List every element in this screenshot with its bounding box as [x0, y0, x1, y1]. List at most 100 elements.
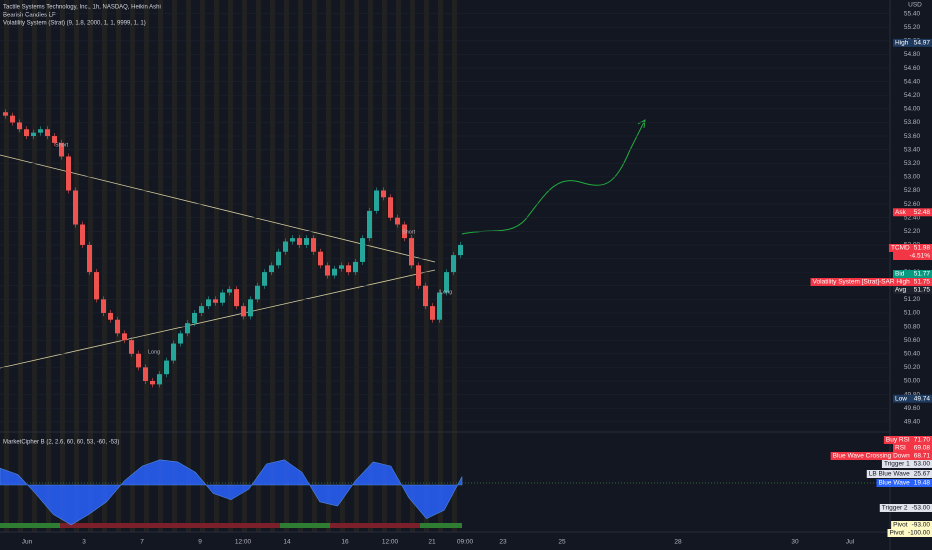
- price-label-name: Volatility System [Strat]-SAR High: [813, 279, 911, 286]
- oscillator-label-value: -53.00: [912, 505, 931, 512]
- oscillator-label-value: 71.70: [914, 437, 931, 444]
- candle-body: [437, 292, 442, 320]
- session-band: [228, 0, 233, 532]
- candle-body: [402, 224, 407, 239]
- y-tick-label: 55.20: [904, 24, 921, 31]
- candle-body: [346, 265, 351, 273]
- y-tick-label: 52.80: [904, 187, 921, 194]
- trade-annotation: Long: [148, 349, 160, 355]
- candle-body: [311, 238, 316, 252]
- candle-body: [129, 340, 134, 354]
- y-tick-label: 49.60: [904, 405, 921, 412]
- candle-body: [150, 380, 155, 385]
- price-label-value: 52.48: [914, 209, 931, 216]
- candle-body: [10, 115, 15, 123]
- price-label-name: Ask: [895, 209, 907, 216]
- oscillator-label-box: [830, 452, 932, 460]
- candle-body: [136, 353, 141, 368]
- price-label-value: 51.98: [914, 245, 931, 252]
- candle-body: [374, 190, 379, 211]
- y-tick-label: 52.60: [904, 201, 921, 208]
- session-band: [4, 0, 9, 532]
- session-band: [172, 0, 177, 532]
- price-label: High 54.97: [893, 38, 932, 47]
- session-band: [214, 0, 219, 532]
- oscillator-label-value: 69.08: [914, 445, 931, 452]
- candle-body: [332, 268, 337, 276]
- session-band: [284, 0, 289, 532]
- price-label-name: Avg: [895, 287, 906, 294]
- candle-body: [430, 306, 435, 320]
- oscillator-label-name: Trigger 1: [884, 461, 910, 468]
- oscillator-label: Trigger 2 -53.00: [879, 504, 932, 512]
- oscillator-label-box: [883, 436, 932, 444]
- x-tick-label: Jun: [22, 539, 33, 546]
- candle-body: [255, 285, 260, 300]
- session-band: [158, 0, 163, 532]
- candle-body: [171, 343, 176, 361]
- candle-body: [416, 265, 421, 286]
- price-label-value: 51.75: [914, 279, 931, 286]
- change-label: -4.51%: [909, 253, 930, 260]
- candle-body: [115, 319, 120, 334]
- trade-annotation: Short: [402, 229, 416, 235]
- price-label: Bid 51.77: [893, 270, 932, 278]
- oscillator-label-value: 19.48: [914, 480, 931, 487]
- y-tick-label: 53.60: [904, 133, 921, 140]
- x-tick-label: 7: [140, 539, 144, 546]
- candle-body: [388, 197, 393, 218]
- y-tick-label: 50.20: [904, 364, 921, 371]
- y-tick-label: 53.80: [904, 119, 921, 126]
- oscillator-label: Blue Wave Crossing Down 68.71: [830, 452, 932, 460]
- candle-body: [353, 261, 358, 273]
- price-label-name: High: [895, 40, 909, 47]
- candle-body: [360, 238, 365, 262]
- candle-body: [458, 244, 463, 256]
- x-tick-label: 23: [499, 539, 507, 546]
- x-tick-label: 16: [341, 539, 349, 546]
- candle-body: [325, 265, 330, 276]
- signal-strip: [330, 523, 420, 528]
- candle-body: [157, 374, 162, 385]
- y-tick-label: 52.40: [904, 214, 921, 221]
- price-label-value: 51.77: [914, 271, 931, 278]
- x-tick-label: 21: [428, 539, 436, 546]
- x-tick-label: 9: [198, 539, 202, 546]
- candle-body: [409, 238, 414, 266]
- candle-body: [339, 265, 344, 269]
- x-tick-label: 14: [283, 539, 291, 546]
- candle-body: [192, 312, 197, 324]
- session-band: [116, 0, 121, 532]
- x-tick-label: 12:00: [382, 539, 399, 546]
- session-band: [32, 0, 37, 532]
- session-band: [46, 0, 51, 532]
- oscillator-label-name: Trigger 2: [882, 505, 908, 512]
- oscillator-label-name: LB Blue Wave: [869, 471, 910, 478]
- candle-body: [269, 265, 274, 273]
- candle-body: [143, 367, 148, 381]
- candle-body: [227, 289, 232, 293]
- session-band: [242, 0, 247, 532]
- trade-annotation: Long: [440, 289, 452, 295]
- session-band: [102, 0, 107, 532]
- y-tick-label: 53.00: [904, 174, 921, 181]
- candle-body: [108, 312, 113, 320]
- oscillator-label: Blue Wave 19.48: [876, 479, 932, 487]
- indicator-name: Volatility System (Strat) (9, 1.8, 2000,…: [3, 21, 146, 27]
- candle-body: [318, 251, 323, 266]
- oscillator-label-name: Blue Wave: [879, 480, 911, 487]
- session-band: [424, 0, 429, 532]
- candle-body: [31, 132, 36, 137]
- oscillator-label-box: [879, 504, 932, 512]
- oscillator-label-value: -100.00: [908, 530, 930, 537]
- candle-body: [101, 299, 106, 313]
- session-band: [60, 0, 65, 532]
- price-label-value: 49.74: [914, 395, 931, 402]
- candle-body: [220, 292, 225, 303]
- signal-strip: [60, 523, 280, 528]
- session-band: [312, 0, 317, 532]
- price-label-name: Low: [895, 395, 907, 402]
- candle-body: [164, 360, 169, 375]
